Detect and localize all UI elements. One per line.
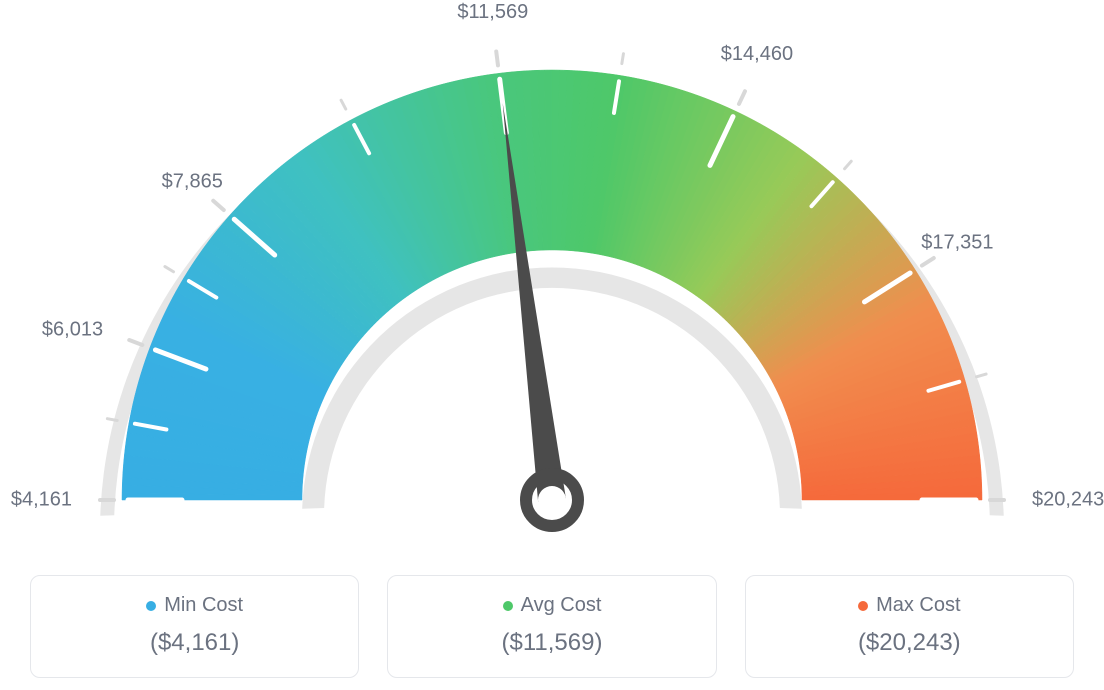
gauge-tick-label: $17,351: [921, 232, 993, 255]
legend-title-max: Max Cost: [858, 594, 960, 617]
gauge-tick-label: $4,161: [11, 489, 72, 512]
legend-row: Min Cost ($4,161) Avg Cost ($11,569) Max…: [30, 575, 1074, 678]
gauge-tick-label: $7,865: [162, 171, 223, 194]
gauge-chart: $4,161 $6,013 $7,865 $11,569 $14,460 $17,351 $…: [0, 0, 1104, 560]
legend-label-min: Min Cost: [164, 594, 243, 617]
legend-dot-avg: [503, 601, 513, 611]
legend-label-max: Max Cost: [876, 594, 960, 617]
legend-card-min: Min Cost ($4,161): [30, 575, 359, 678]
legend-card-max: Max Cost ($20,243): [745, 575, 1074, 678]
legend-dot-min: [146, 601, 156, 611]
legend-label-avg: Avg Cost: [521, 594, 602, 617]
legend-title-min: Min Cost: [146, 594, 243, 617]
legend-value-max: ($20,243): [766, 629, 1053, 657]
gauge-svg: [0, 0, 1104, 560]
legend-dot-max: [858, 601, 868, 611]
gauge-tick-label: $20,243: [1032, 489, 1104, 512]
legend-card-avg: Avg Cost ($11,569): [387, 575, 716, 678]
legend-title-avg: Avg Cost: [503, 594, 602, 617]
gauge-tick-label: $6,013: [42, 319, 103, 342]
gauge-tick-label: $14,460: [721, 43, 793, 66]
gauge-tick-label: $11,569: [457, 1, 528, 24]
legend-value-avg: ($11,569): [408, 629, 695, 657]
legend-value-min: ($4,161): [51, 629, 338, 657]
